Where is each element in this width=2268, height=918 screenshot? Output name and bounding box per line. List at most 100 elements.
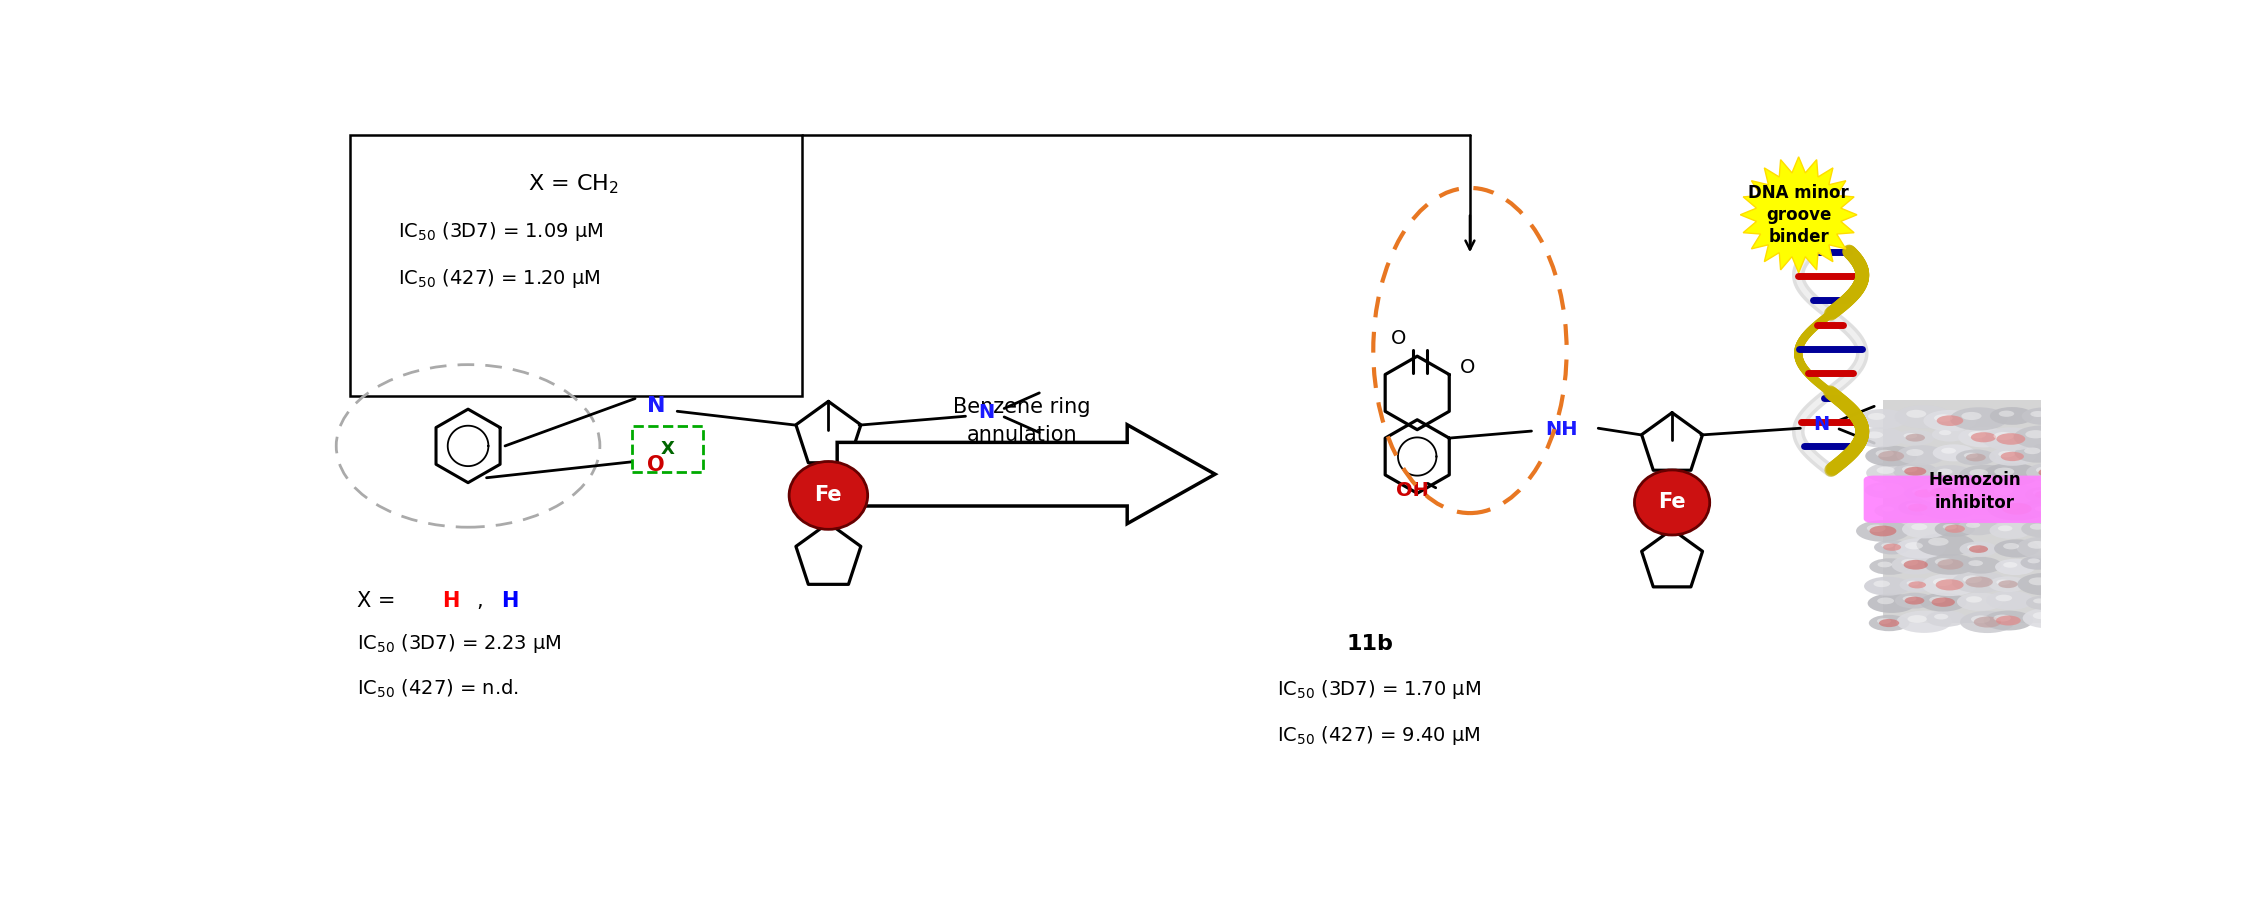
Circle shape [1984,610,2032,631]
Circle shape [1907,581,1926,588]
Text: Hemozoin
inhibitor: Hemozoin inhibitor [1928,472,2021,512]
Circle shape [2059,559,2073,565]
Polygon shape [1740,157,1857,273]
Circle shape [1996,579,2009,585]
Circle shape [1882,543,1901,551]
Text: X = CH$_2$: X = CH$_2$ [528,173,619,196]
Circle shape [1864,577,1912,596]
Circle shape [1914,489,1935,498]
Text: Fe: Fe [814,486,841,506]
Text: N: N [978,403,996,422]
Circle shape [1998,410,2014,417]
Circle shape [2059,593,2107,612]
Circle shape [1944,524,1957,530]
Circle shape [1996,595,2012,601]
Circle shape [2046,608,2098,629]
Circle shape [1873,486,1887,491]
Text: N: N [646,396,665,416]
Circle shape [1971,615,1991,623]
Circle shape [1935,414,1953,421]
Circle shape [1903,596,1916,601]
Circle shape [1966,544,1980,550]
Circle shape [1964,453,1978,458]
Circle shape [2059,429,2080,436]
Circle shape [1867,463,1919,483]
Circle shape [1901,577,1935,592]
Circle shape [1996,559,2037,575]
Circle shape [1964,500,2003,516]
Circle shape [1969,560,1982,566]
Text: O: O [646,455,665,475]
Circle shape [2028,503,2064,518]
Circle shape [2030,411,2046,417]
Circle shape [1994,540,2039,557]
Circle shape [2062,539,2084,547]
Circle shape [1878,451,1905,461]
Circle shape [1935,614,1948,620]
Circle shape [1932,444,1975,462]
Circle shape [1937,415,1964,426]
Text: Fe: Fe [1658,492,1685,512]
Circle shape [1905,467,1926,476]
Circle shape [2055,466,2084,478]
Circle shape [2041,461,2100,484]
Text: X: X [660,440,674,458]
Circle shape [1896,430,1935,445]
Circle shape [2028,541,2046,549]
Circle shape [1903,433,1916,439]
Circle shape [1855,428,1905,447]
Circle shape [1966,596,1982,602]
Circle shape [1919,496,1978,520]
Circle shape [1878,562,1892,567]
Circle shape [2068,577,2089,586]
Circle shape [1873,540,1910,554]
Circle shape [1867,524,1885,532]
Circle shape [1869,526,1896,536]
Circle shape [2053,465,2073,474]
Text: 11b: 11b [1347,633,1393,654]
Circle shape [2057,612,2075,620]
Circle shape [1957,519,1998,535]
Circle shape [1962,412,1982,420]
Circle shape [1869,558,1910,575]
Circle shape [2037,466,2053,474]
Circle shape [1982,463,2041,486]
Circle shape [1921,574,1978,596]
Text: O: O [1461,358,1474,377]
Circle shape [1912,488,1926,494]
Circle shape [1882,507,1894,511]
Circle shape [1996,433,2025,445]
Circle shape [1982,483,2037,505]
Circle shape [1982,428,2039,451]
Circle shape [1867,431,1882,439]
Circle shape [2034,506,2048,511]
Circle shape [2059,521,2098,537]
Circle shape [1989,577,2028,592]
Circle shape [1998,451,2014,457]
Text: ,: , [476,591,490,611]
Circle shape [1960,557,2003,574]
Circle shape [1989,522,2032,539]
Circle shape [1962,576,1982,583]
Circle shape [1966,522,1980,528]
Circle shape [1912,523,1928,530]
Circle shape [2068,451,2091,460]
Circle shape [2014,443,2062,463]
Circle shape [2066,577,2080,582]
Circle shape [1935,521,1975,537]
Circle shape [2068,525,2082,531]
Circle shape [1932,428,1966,442]
Circle shape [1955,450,1996,465]
Circle shape [2066,541,2096,553]
Circle shape [2014,425,2073,449]
Circle shape [1903,520,1948,539]
Circle shape [1898,499,1937,516]
Text: Benzene ring
annulation: Benzene ring annulation [953,397,1091,445]
Text: H: H [442,591,458,611]
Circle shape [1994,487,2012,495]
Text: X =: X = [358,591,401,611]
Circle shape [1971,432,1996,442]
Circle shape [1987,591,2034,610]
Circle shape [1864,445,1916,466]
Circle shape [1905,486,1946,502]
